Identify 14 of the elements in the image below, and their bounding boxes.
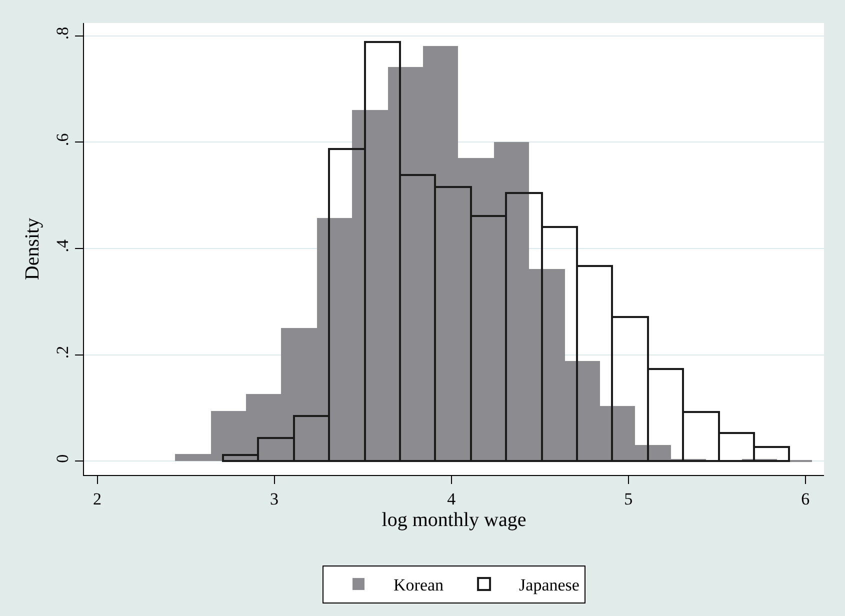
- x-tick-label: 2: [93, 489, 102, 508]
- y-tick-label: .4: [53, 239, 72, 252]
- x-tick-label: 6: [801, 489, 810, 508]
- legend-label: Korean: [394, 576, 444, 595]
- x-tick-label: 3: [270, 489, 279, 508]
- y-tick-label: .6: [53, 133, 72, 146]
- x-tick-label: 4: [447, 489, 456, 508]
- legend-label: Japanese: [519, 576, 580, 595]
- y-axis-title: Density: [22, 218, 44, 280]
- y-tick-label: .2: [53, 346, 72, 359]
- y-tick-label: 0: [53, 454, 72, 463]
- y-tick-label: .8: [53, 26, 72, 40]
- x-axis-title: log monthly wage: [382, 508, 526, 531]
- x-tick-label: 5: [624, 489, 633, 508]
